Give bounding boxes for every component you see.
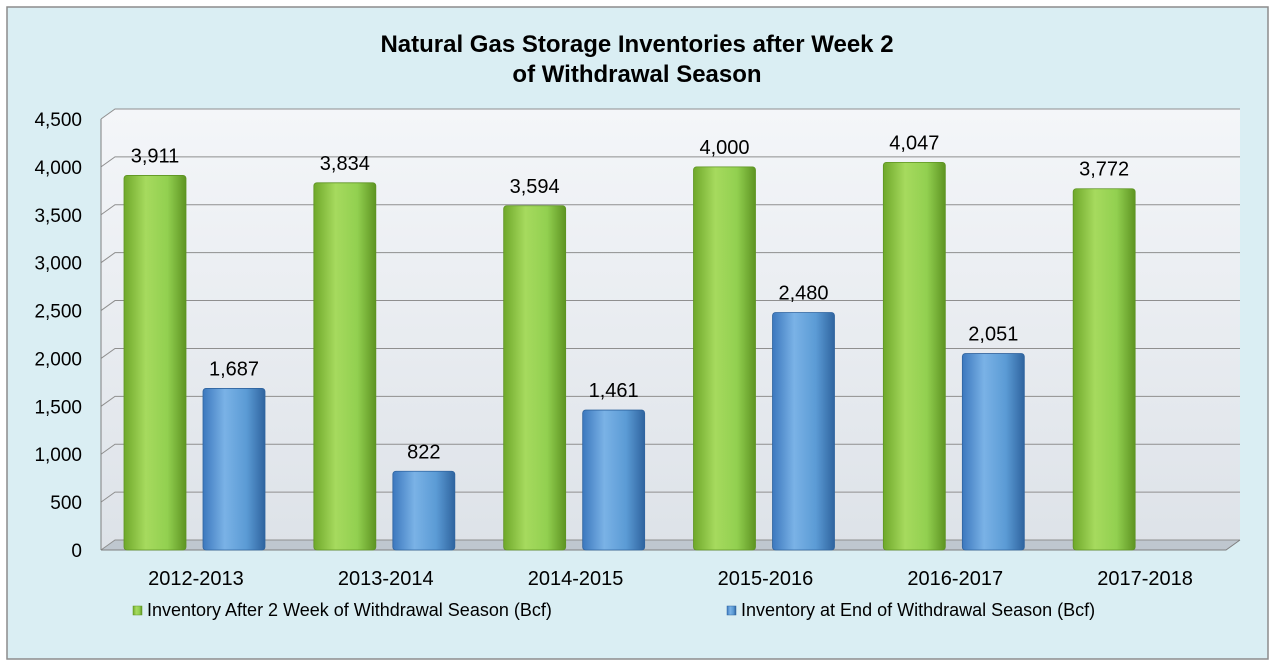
y-tick-label: 4,000 [34,158,82,179]
y-tick-label: 2,500 [34,302,82,323]
data-label: 4,047 [889,132,939,154]
y-tick-label: 1,000 [34,445,82,466]
plot-area: 0 500 1,000 1,500 2,000 2,500 3,000 3,500 4,000 4… [34,108,1241,590]
legend-label-series-2: Inventory at End of Withdrawal Season (B… [741,600,1095,620]
gridline [100,300,1240,311]
data-label: 3,594 [510,176,560,198]
bar-end-of-season [202,388,266,551]
gridline [100,443,1240,455]
data-label: 4,000 [699,137,749,159]
bar-after-week2 [503,205,567,551]
bar-after-week2 [123,175,187,551]
bar-after-week2 [882,161,946,551]
bar-after-week2 [1072,188,1136,551]
bar-after-week2 [693,166,756,551]
data-label: 3,834 [320,153,370,175]
chart-title: Natural Gas Storage Inventories after We… [380,31,893,88]
bar-end-of-season [961,353,1025,551]
y-tick-label: 500 [50,493,82,514]
gridline [100,252,1240,264]
legend-label-series-1: Inventory After 2 Week of Withdrawal Sea… [147,600,552,620]
chart-title-line-1: Natural Gas Storage Inventories after We… [380,31,893,58]
x-tick-label: 2013-2014 [338,568,434,590]
y-tick-label: 2,000 [34,349,82,370]
data-label: 3,772 [1079,159,1129,181]
x-tick-label: 2016-2017 [907,568,1003,590]
y-tick-label: 4,500 [34,110,82,131]
y-tick-label: 3,500 [34,206,82,227]
gridline [100,395,1240,407]
data-label: 1,687 [209,358,259,380]
bar-after-week2 [313,182,377,551]
legend-swatch-blue [726,605,737,616]
gridline [100,204,1240,216]
y-tick-label: 3,000 [34,254,82,275]
plot-wall [101,109,1240,550]
x-tick-label: 2015-2016 [718,568,814,590]
bar-end-of-season [582,409,646,551]
legend-swatch-green [132,605,143,616]
data-label: 2,480 [778,282,828,304]
plot-floor [101,540,1240,550]
legend: Inventory After 2 Week of Withdrawal Sea… [132,600,1095,620]
x-tick-label: 2014-2015 [528,568,624,590]
gridline [100,539,1240,551]
data-label: 822 [407,441,440,463]
gridline [100,156,1240,168]
data-label: 2,051 [968,324,1018,346]
y-tick-label: 0 [71,541,82,562]
x-tick-label: 2017-2018 [1097,568,1193,590]
gridline [100,491,1240,503]
bar-end-of-season [392,470,456,551]
y-tick-label: 1,500 [34,397,82,418]
x-tick-label: 2012-2013 [148,568,244,590]
chart-title-line-2: of Withdrawal Season [512,61,761,88]
gridline [100,347,1240,359]
data-label: 1,461 [589,380,639,402]
gridline [100,108,1240,120]
bar-end-of-season [772,312,835,551]
x-axis-line [101,539,1241,551]
data-label: 3,911 [131,145,180,167]
